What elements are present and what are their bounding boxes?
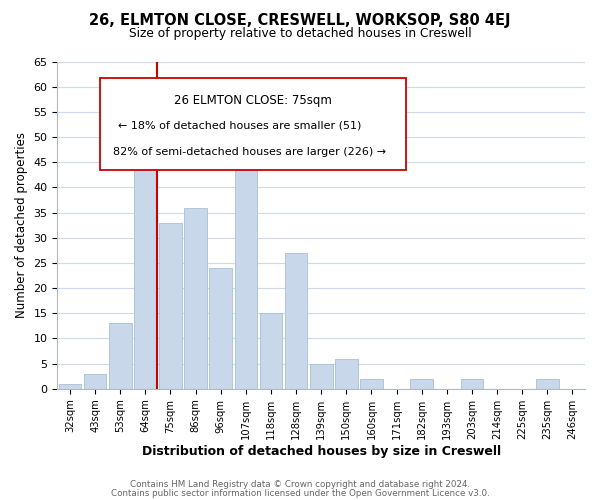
Bar [461, 379, 483, 389]
Text: 82% of semi-detached houses are larger (226) →: 82% of semi-detached houses are larger (… [113, 146, 386, 156]
Bar [84, 374, 106, 389]
Bar [335, 358, 358, 389]
Bar [285, 253, 307, 389]
Bar [59, 384, 81, 389]
Bar [159, 222, 182, 389]
Bar [235, 117, 257, 389]
Bar [209, 268, 232, 389]
Text: Contains public sector information licensed under the Open Government Licence v3: Contains public sector information licen… [110, 488, 490, 498]
Text: Contains HM Land Registry data © Crown copyright and database right 2024.: Contains HM Land Registry data © Crown c… [130, 480, 470, 489]
Bar [360, 379, 383, 389]
Bar [184, 208, 207, 389]
Text: ← 18% of detached houses are smaller (51): ← 18% of detached houses are smaller (51… [118, 120, 361, 130]
Bar [310, 364, 332, 389]
X-axis label: Distribution of detached houses by size in Creswell: Distribution of detached houses by size … [142, 444, 501, 458]
Text: 26, ELMTON CLOSE, CRESWELL, WORKSOP, S80 4EJ: 26, ELMTON CLOSE, CRESWELL, WORKSOP, S80… [89, 12, 511, 28]
Text: 26 ELMTON CLOSE: 75sqm: 26 ELMTON CLOSE: 75sqm [173, 94, 332, 107]
Bar [410, 379, 433, 389]
Bar [260, 314, 282, 389]
Bar [536, 379, 559, 389]
Text: Size of property relative to detached houses in Creswell: Size of property relative to detached ho… [128, 28, 472, 40]
Y-axis label: Number of detached properties: Number of detached properties [15, 132, 28, 318]
Bar [109, 324, 131, 389]
Bar [134, 132, 157, 389]
FancyBboxPatch shape [100, 78, 406, 170]
